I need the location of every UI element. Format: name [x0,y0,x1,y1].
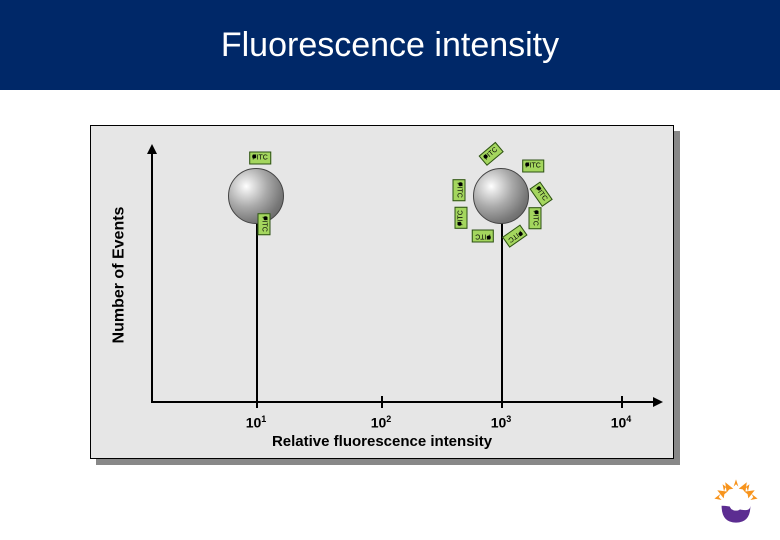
fitc-tag: FITC [258,213,271,235]
fitc-tag: FITC [529,207,542,229]
fitc-tag: FITC [522,160,544,173]
brand-logo-icon [712,477,760,525]
fitc-tag: FITC [455,207,468,229]
y-axis-label: Number of Events [110,207,128,344]
bead-sphere-icon [228,168,284,224]
x-tick-label: 101 [246,414,267,431]
x-tick-label: 103 [491,414,512,431]
fitc-tag: FITC [479,142,504,166]
x-axis-arrow-icon [653,397,663,407]
bead-sphere-icon [473,168,529,224]
x-axis [151,401,656,403]
title-bar: Fluorescence intensity [0,0,780,90]
fitc-tag: FITC [502,224,527,247]
x-tick-label: 102 [371,414,392,431]
fitc-tag: FITC [249,152,271,165]
page-title: Fluorescence intensity [221,26,559,65]
x-tick-label: 104 [611,414,632,431]
x-axis-label: Relative fluorescence intensity [272,433,492,450]
y-axis-arrow-icon [147,144,157,154]
chart-container: Number of Events 101102103104 FITCFITCFI… [90,125,680,465]
fitc-tag: FITC [529,181,552,206]
fitc-tag: FITC [472,230,494,243]
fitc-tag: FITC [453,179,466,201]
chart-background: Number of Events 101102103104 FITCFITCFI… [90,125,674,459]
y-axis [151,151,153,401]
x-tick [621,396,623,408]
stained-bead: FITCFITCFITCFITCFITCFITCFITCFITC [473,168,529,224]
x-tick [381,396,383,408]
stained-bead: FITCFITC [228,168,284,224]
histogram-peak [501,200,503,401]
